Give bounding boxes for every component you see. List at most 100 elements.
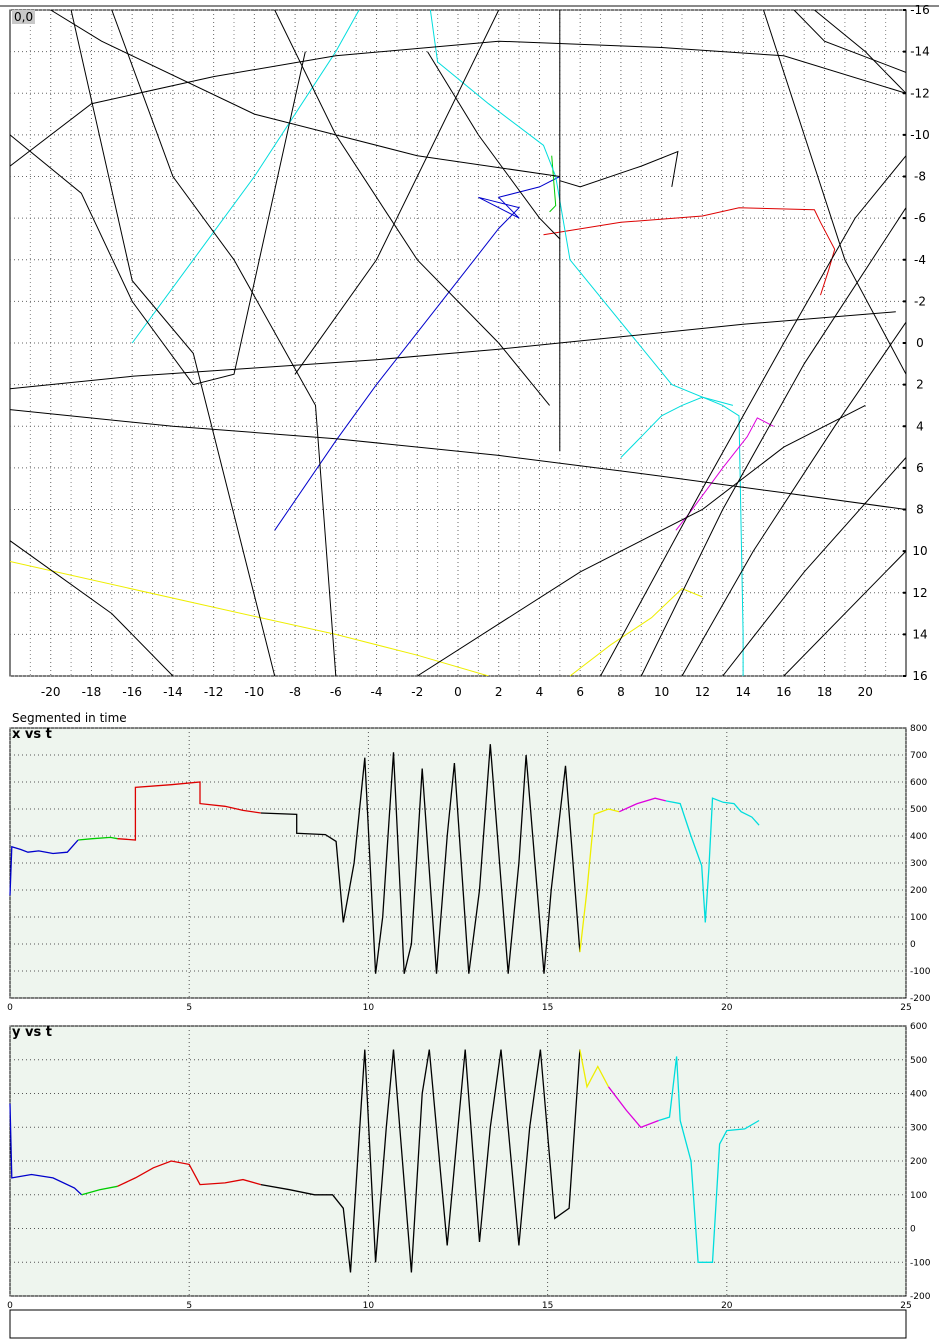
y-vs-t-x-tick-label: 25: [900, 1301, 911, 1311]
x-vs-t-y-tick-label: 600: [910, 778, 927, 788]
origin-label: 0,0: [12, 10, 36, 24]
x-tick-label: 12: [695, 685, 710, 699]
trajectory-black-line: [427, 51, 561, 240]
x-tick-label: -4: [371, 685, 383, 699]
x-tick-label: -2: [411, 685, 423, 699]
trajectory-cyan-line: [429, 10, 744, 676]
trajectory-black-line: [10, 540, 174, 676]
trajectory-red-line: [543, 207, 836, 296]
x-vs-t-magenta-line: [619, 797, 667, 813]
trajectory-black-line: [70, 10, 276, 676]
x-tick-label: -10: [245, 685, 265, 699]
y-tick-label: 2: [916, 378, 924, 392]
x-tick-label: -12: [204, 685, 224, 699]
y-vs-t-y-tick-label: -100: [910, 1258, 931, 1268]
y-vs-t-yellow-line: [579, 1049, 610, 1089]
trajectory-grid: [10, 9, 906, 677]
trajectory-black-line: [763, 10, 906, 375]
y-vs-t-x-tick-label: 20: [721, 1301, 733, 1311]
trajectory-series: [10, 10, 906, 676]
x-tick-label: -16: [122, 685, 142, 699]
x-vs-t-y-tick-label: 200: [910, 886, 927, 896]
y-tick-label: 16: [912, 669, 927, 683]
x-tick-label: -14: [163, 685, 183, 699]
x-vs-t-x-tick-label: 15: [542, 1003, 553, 1013]
y-tick-label: -12: [910, 86, 930, 100]
y-tick-label: 12: [912, 586, 927, 600]
y-vs-t-black-line: [260, 1049, 581, 1273]
trajectory-black-line: [111, 10, 337, 676]
y-vs-t-y-tick-label: 200: [910, 1157, 927, 1167]
trajectory-yellow-line: [569, 588, 703, 676]
y-tick-label: -10: [910, 128, 930, 142]
trajectory-yellow-line: [10, 561, 489, 676]
x-vs-t-x-tick-label: 25: [900, 1003, 911, 1013]
trajectory-black-line: [681, 321, 906, 676]
x-vs-t-green-line: [78, 836, 118, 841]
x-tick-label: -18: [82, 685, 102, 699]
y-vs-t-y-tick-label: 500: [910, 1056, 927, 1066]
x-vs-t-panel: x vs t 0 5 10 15 20 25-200 -100 0 100 200 300 400 500…: [7, 724, 931, 1013]
y-vs-t-magenta-line: [607, 1086, 659, 1129]
x-tick-label: -6: [330, 685, 342, 699]
x-tick-label: 20: [858, 685, 873, 699]
trajectory-cyan-line: [620, 396, 734, 458]
x-vs-t-y-tick-label: -100: [910, 967, 931, 977]
x-tick-label: 18: [817, 685, 832, 699]
trajectory-black-line: [559, 150, 679, 188]
x-vs-t-cyan-line: [665, 797, 760, 923]
x-vs-t-title: x vs t: [12, 727, 52, 742]
x-vs-t-y-tick-label: 500: [910, 805, 927, 815]
x-tick-label: 4: [536, 685, 544, 699]
x-tick-label: 10: [654, 685, 669, 699]
y-vs-t-title: y vs t: [12, 1025, 52, 1040]
y-vs-t-x-tick-label: 5: [186, 1301, 192, 1311]
trajectory-cyan-line: [131, 10, 360, 344]
x-vs-t-y-tick-label: -200: [910, 994, 931, 1004]
y-tick-label: 6: [916, 461, 924, 475]
x-tick-label: 14: [735, 685, 750, 699]
trajectory-black-line: [10, 40, 906, 167]
x-vs-t-y-tick-label: 800: [910, 724, 927, 734]
x-vs-t-x-tick-label: 20: [721, 1003, 733, 1013]
x-tick-label: -8: [289, 685, 301, 699]
trajectory-black-line: [10, 409, 906, 510]
x-vs-t-yellow-line: [579, 808, 620, 953]
y-tick-label: -4: [914, 253, 926, 267]
y-vs-t-x-tick-label: 0: [7, 1301, 13, 1311]
y-vs-t-red-line: [117, 1160, 262, 1187]
y-vs-t-y-tick-label: 0: [910, 1225, 916, 1235]
trajectory-black-line: [793, 10, 906, 73]
x-tick-label: 8: [617, 685, 625, 699]
x-tick-label: 16: [776, 685, 791, 699]
trajectory-black-line: [10, 51, 306, 386]
x-vs-t-y-tick-label: 400: [910, 832, 927, 842]
x-vs-t-y-tick-label: 300: [910, 859, 927, 869]
trajectory-black-line: [274, 10, 550, 406]
x-vs-t-y-tick-label: 700: [910, 751, 927, 761]
trajectory-black-line: [783, 550, 906, 676]
y-vs-t-cyan-line: [658, 1056, 760, 1263]
x-tick-label: 2: [495, 685, 503, 699]
y-tick-label: 8: [916, 503, 924, 517]
y-vs-t-x-tick-label: 15: [542, 1301, 553, 1311]
y-tick-label: -8: [914, 170, 926, 184]
y-vs-t-x-tick-label: 10: [363, 1301, 375, 1311]
trajectory-green-line: [549, 155, 557, 213]
y-vs-t-y-tick-label: 600: [910, 1022, 927, 1032]
y-tick-label: -6: [914, 211, 926, 225]
trajectory-black-line: [417, 404, 866, 676]
trajectory-black-line: [50, 10, 560, 177]
y-tick-label: -14: [910, 45, 930, 59]
y-tick-label: -16: [910, 3, 930, 17]
trajectory-panel: -20 -18 -16 -14 -12 -10 -8 -6 -4 -2 0 2 4 6 8 10 12 14 16 1…: [9, 3, 930, 699]
y-tick-label: -2: [914, 294, 926, 308]
y-vs-t-blue-line: [9, 1103, 83, 1196]
x-vs-t-x-tick-label: 10: [363, 1003, 375, 1013]
x-tick-label: 6: [576, 685, 584, 699]
x-vs-t-red-line: [117, 781, 261, 841]
x-tick-label: 0: [454, 685, 462, 699]
x-vs-t-x-tick-label: 0: [7, 1003, 13, 1013]
x-vs-t-y-tick-label: 0: [910, 940, 916, 950]
